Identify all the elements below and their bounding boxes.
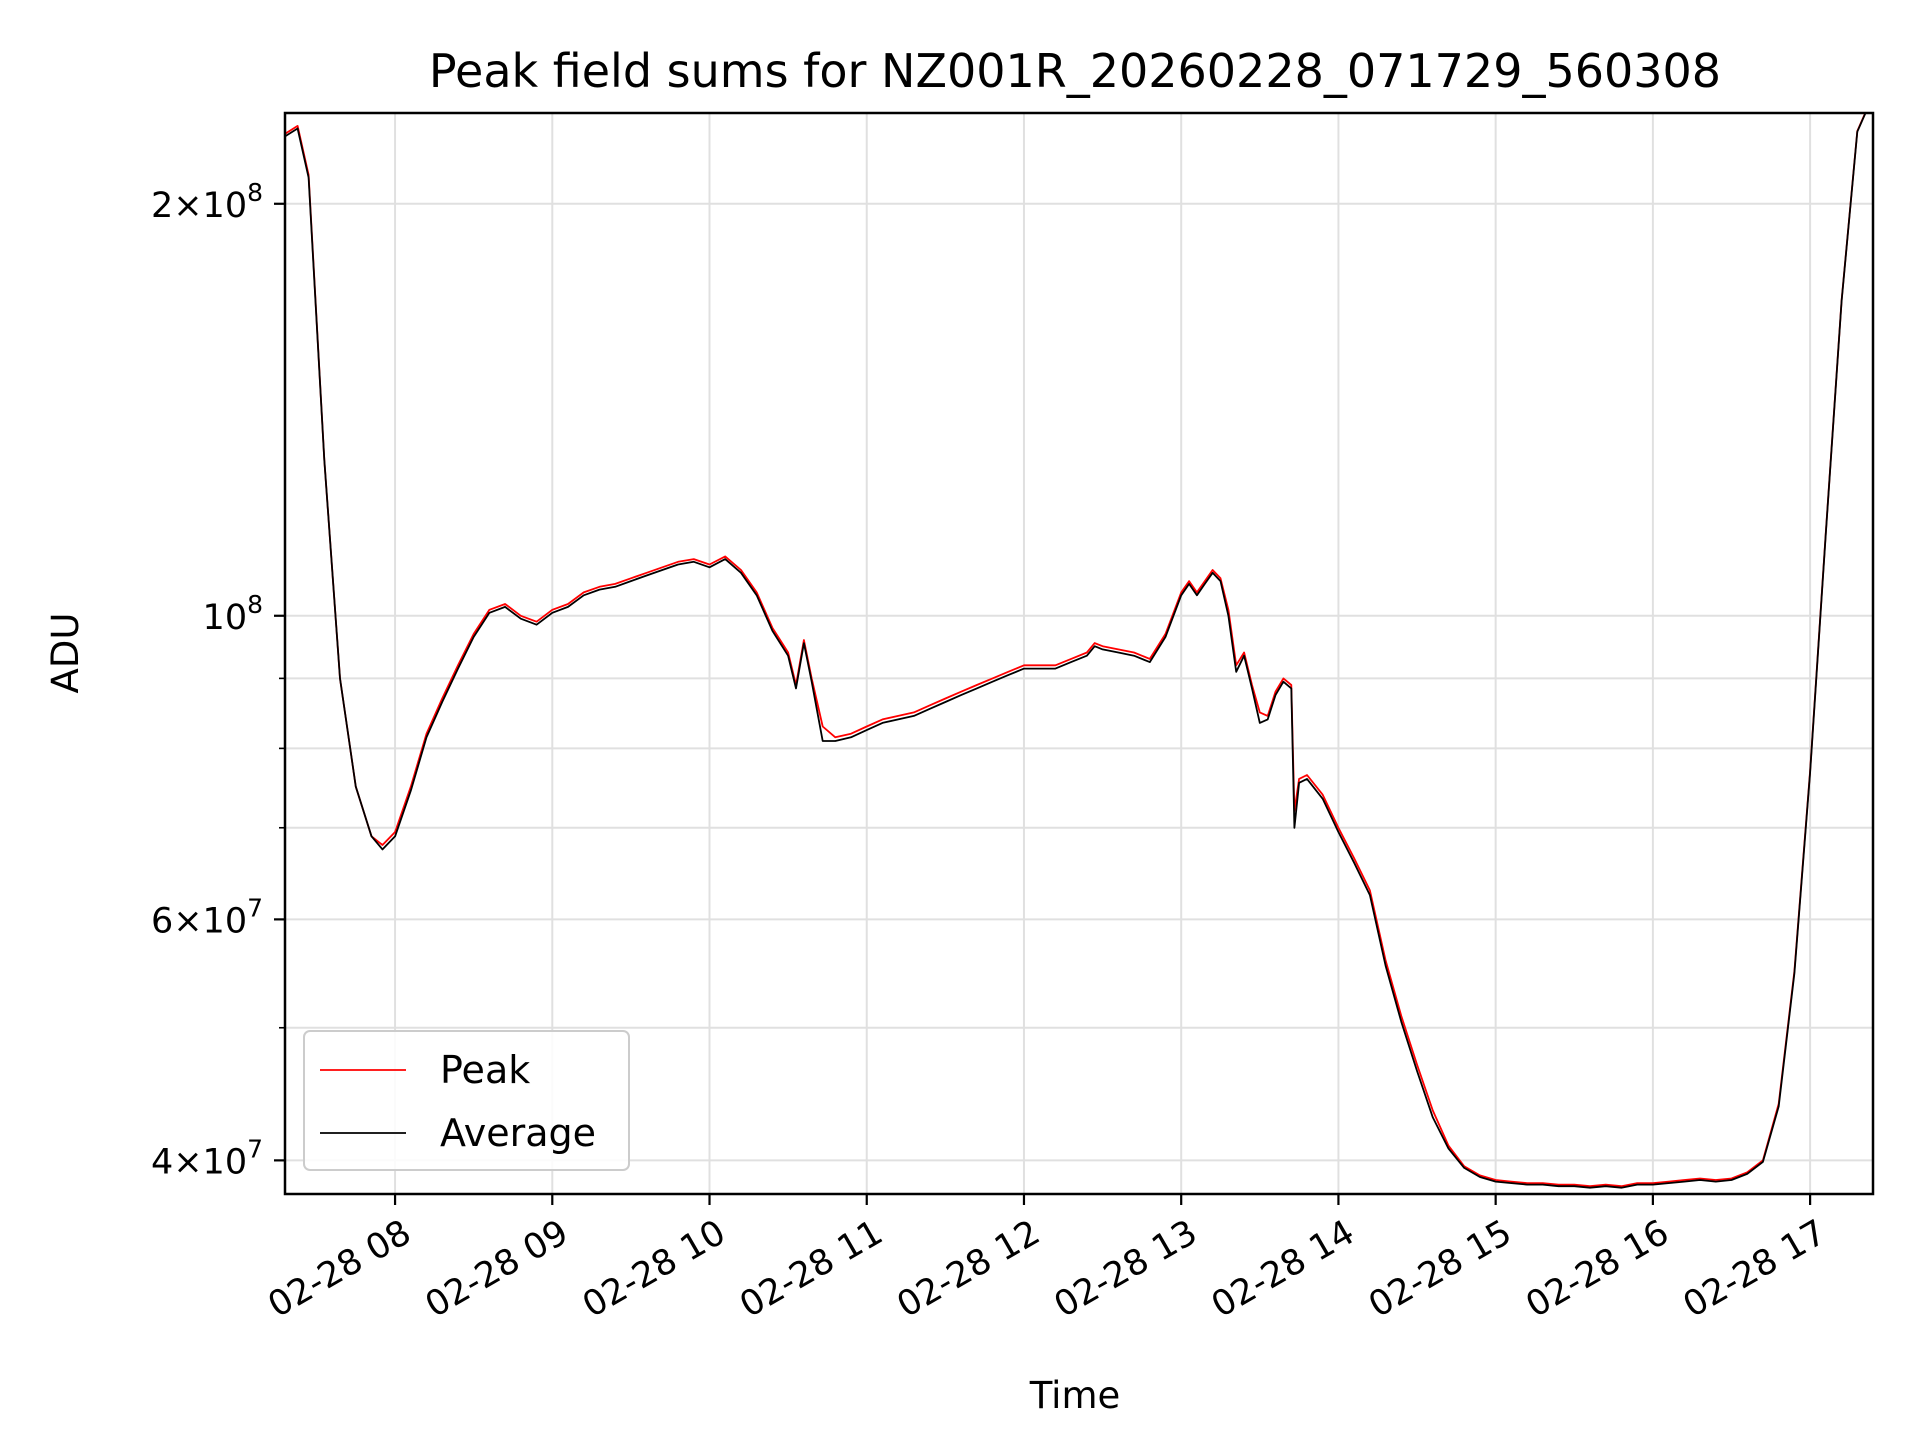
series-line-average bbox=[285, 113, 1867, 1189]
legend-label-average: Average bbox=[440, 1111, 596, 1155]
plot-frame bbox=[283, 111, 1875, 1196]
y-tick-label: 2×108 bbox=[151, 178, 263, 226]
legend-label-peak: Peak bbox=[440, 1048, 530, 1092]
series-line-peak bbox=[285, 113, 1867, 1188]
legend: Peak Average bbox=[303, 1030, 630, 1171]
y-axis-label: ADU bbox=[44, 613, 87, 694]
y-axis: 4×107 6×107 108 2×108 bbox=[151, 178, 285, 1182]
y-tick-label: 4×107 bbox=[151, 1134, 263, 1182]
legend-box bbox=[303, 1030, 630, 1171]
chart-title: Peak field sums for NZ001R_20260228_0717… bbox=[429, 44, 1721, 98]
series-layer bbox=[285, 113, 1867, 1189]
x-axis-label: Time bbox=[1029, 1374, 1121, 1417]
y-tick-label: 108 bbox=[203, 590, 263, 638]
y-tick-label: 6×107 bbox=[151, 893, 263, 941]
